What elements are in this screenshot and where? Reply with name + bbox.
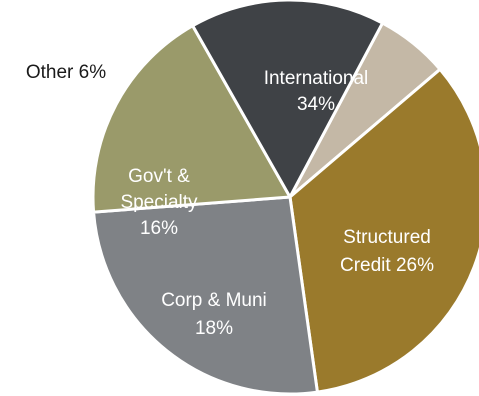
data-label-structured-credit: Structured Credit 26% xyxy=(340,227,434,276)
data-label-corp-muni: Corp & Muni 18% xyxy=(161,290,267,339)
data-label-gov-t-specialty: Gov't & Specialty 16% xyxy=(120,166,198,239)
pie-data-labels: International 34% Structured Credit 26% Corp… xyxy=(26,62,434,339)
pie-slice-corp-muni xyxy=(91,24,292,214)
data-label-line: Specialty xyxy=(120,192,198,213)
data-label-international: International 34% xyxy=(264,68,369,115)
data-label-other: Other 6% xyxy=(26,62,106,83)
data-label-line: Structured xyxy=(343,227,431,248)
data-label-line: Gov't & xyxy=(128,166,190,187)
data-label-line: International xyxy=(264,68,369,89)
pie-slice-gov-t-specialty xyxy=(191,0,384,199)
pie-slice-international xyxy=(288,67,479,394)
data-label-line: 18% xyxy=(195,318,233,339)
data-label-line: Other 6% xyxy=(26,62,106,83)
pie-slice-structured-credit xyxy=(92,195,319,396)
pie-slices xyxy=(91,0,479,396)
data-label-line: 16% xyxy=(140,218,178,239)
data-label-line: Corp & Muni xyxy=(161,290,267,311)
data-label-line: Credit 26% xyxy=(340,255,434,276)
data-label-line: 34% xyxy=(297,94,335,115)
